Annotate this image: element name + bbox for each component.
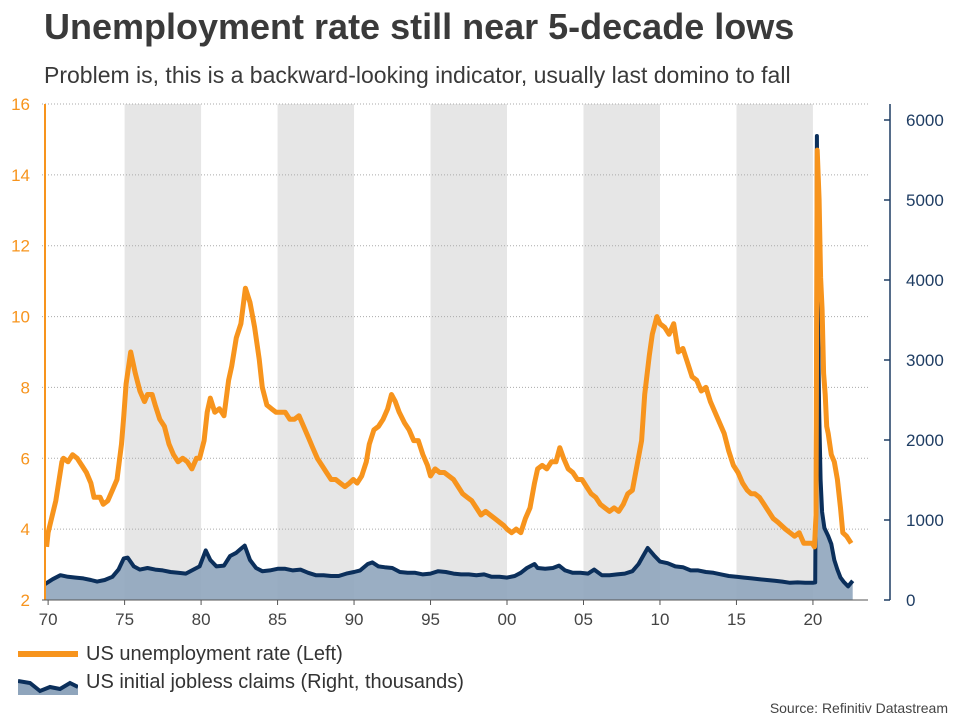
- unemployment-series: [44, 147, 854, 550]
- shaded-band-0: [124, 104, 202, 600]
- left-tick-label-4: 4: [21, 520, 30, 539]
- x-tick-label-05: 05: [574, 610, 593, 629]
- x-tick-label-10: 10: [651, 610, 670, 629]
- left-tick-label-2: 2: [21, 591, 30, 610]
- x-tick-label-70: 70: [39, 610, 58, 629]
- right-tick-label-6000: 6000: [906, 111, 944, 130]
- right-tick-label-1000: 1000: [906, 511, 944, 530]
- claims-line: [44, 134, 855, 589]
- legend: US unemployment rate (Left) US initial j…: [17, 640, 464, 696]
- chart-subtitle: Problem is, this is a backward-looking i…: [44, 62, 791, 88]
- legend-item-unemployment: US unemployment rate (Left): [18, 640, 464, 668]
- x-tick-label-20: 20: [803, 610, 822, 629]
- right-tick-label-0: 0: [906, 591, 915, 610]
- left-tick-label-8: 8: [21, 378, 30, 397]
- left-tick-label-12: 12: [11, 237, 30, 256]
- legend-item-claims: US initial jobless claims (Right, thousa…: [17, 668, 464, 696]
- right-tick-label-3000: 3000: [906, 351, 944, 370]
- unemployment-line: [44, 147, 854, 550]
- left-tick-label-14: 14: [11, 166, 30, 185]
- x-tick-label-90: 90: [345, 610, 364, 629]
- shaded-band-1: [277, 104, 355, 600]
- left-tick-label-10: 10: [11, 308, 30, 327]
- legend-swatch-claims: [17, 669, 79, 695]
- right-tick-label-2000: 2000: [906, 431, 944, 450]
- recession-bands: [124, 104, 813, 600]
- x-tick-label-75: 75: [115, 610, 134, 629]
- claims-series: [44, 134, 855, 600]
- shaded-band-4: [736, 104, 813, 600]
- x-tick-label-15: 15: [727, 610, 746, 629]
- x-tick-label-00: 00: [498, 610, 517, 629]
- source-note: Source: Refinitiv Datastream: [769, 700, 948, 716]
- shaded-band-3: [583, 104, 660, 600]
- x-tick-label-95: 95: [421, 610, 440, 629]
- left-tick-label-6: 6: [21, 449, 30, 468]
- right-tick-label-4000: 4000: [906, 271, 944, 290]
- left-tick-label-16: 16: [11, 95, 30, 114]
- chart-title: Unemployment rate still near 5-decade lo…: [44, 6, 795, 47]
- x-tick-label-80: 80: [192, 610, 211, 629]
- x-tick-label-85: 85: [268, 610, 287, 629]
- right-tick-label-5000: 5000: [906, 191, 944, 210]
- legend-label-claims: US initial jobless claims (Right, thousa…: [86, 670, 464, 693]
- legend-label-unemployment: US unemployment rate (Left): [86, 642, 343, 665]
- legend-swatch-unemployment: [18, 641, 78, 667]
- shaded-band-2: [430, 104, 508, 600]
